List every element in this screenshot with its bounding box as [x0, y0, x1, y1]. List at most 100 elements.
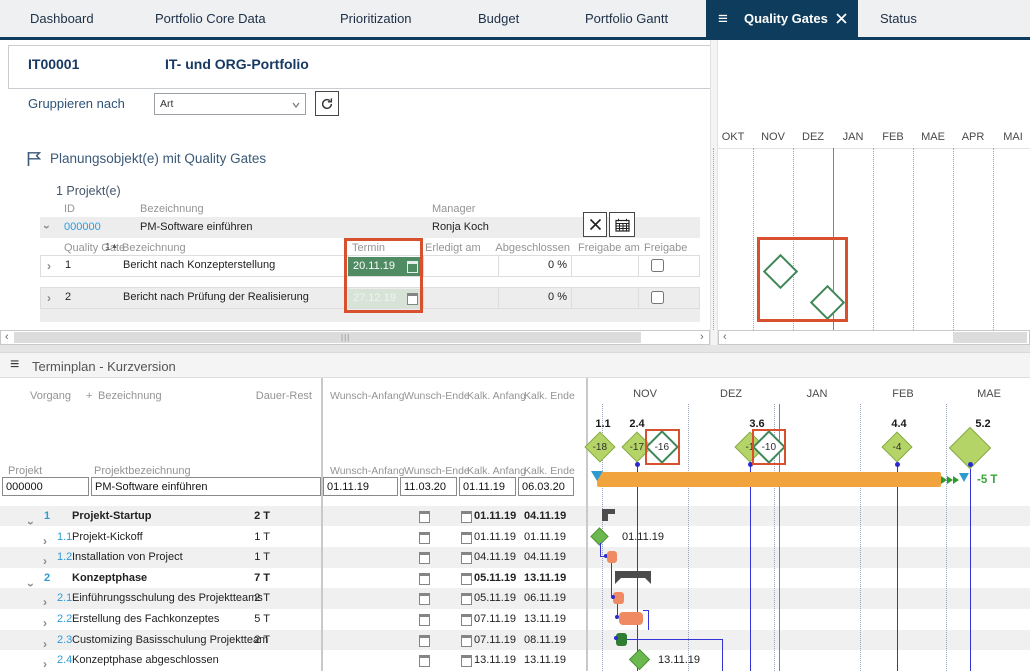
task-nr[interactable]: 2.2 — [57, 613, 73, 625]
date-picker-icon[interactable] — [419, 573, 430, 585]
date-picker-icon[interactable] — [461, 552, 472, 564]
task-kalk-ende: 01.11.19 — [524, 531, 567, 543]
expand-gate-icon[interactable]: › — [47, 259, 51, 273]
expand-icon[interactable]: › — [43, 534, 47, 548]
task-nr[interactable]: 1.1 — [57, 531, 73, 543]
column-divider[interactable] — [321, 378, 323, 671]
menu-icon[interactable]: ≡ — [10, 356, 20, 373]
gate-row[interactable]: › 2 Bericht nach Prüfung der Realisierun… — [40, 287, 700, 309]
date-picker-icon[interactable] — [419, 511, 430, 523]
task-row[interactable]: › 2 Konzeptphase 7 T 05.11.19 13.11.19 — [0, 568, 1030, 588]
group-by-select[interactable]: Art — [154, 93, 306, 115]
wunsch-anfang-field[interactable] — [323, 477, 398, 496]
date-picker-icon[interactable] — [461, 511, 472, 523]
column-divider[interactable] — [586, 378, 588, 671]
gate-diamond[interactable]: -4 — [881, 431, 913, 463]
menu-icon[interactable]: ≡ — [718, 9, 728, 28]
date-picker-icon[interactable] — [461, 593, 472, 605]
task-nr[interactable]: 2.4 — [57, 654, 73, 666]
pane-divider-vscrollbar[interactable] — [710, 40, 718, 345]
kalk-ende-field[interactable] — [518, 477, 574, 496]
expand-icon[interactable]: › — [43, 637, 47, 651]
mini-gantt-hscrollbar[interactable]: ‹ — [718, 330, 1030, 345]
date-picker-icon[interactable] — [419, 593, 430, 605]
calendar-button[interactable] — [609, 212, 635, 237]
tab-dashboard[interactable]: Dashboard — [30, 11, 94, 26]
kalk-anfang-field[interactable] — [459, 477, 516, 496]
date-picker-icon[interactable] — [407, 261, 418, 273]
date-picker-icon[interactable] — [461, 655, 472, 667]
task-nr[interactable]: 2.3 — [57, 634, 73, 646]
project-id-link[interactable]: 000000 — [64, 221, 101, 233]
date-picker-icon[interactable] — [407, 293, 418, 305]
gate-name: Bericht nach Konzepterstellung — [123, 259, 276, 271]
delete-gate-button[interactable] — [583, 212, 607, 237]
collapse-icon[interactable]: › — [24, 521, 38, 525]
gate-row[interactable]: › 1 Bericht nach Konzepterstellung 20.11… — [40, 255, 700, 277]
expand-icon[interactable]: › — [43, 616, 47, 630]
task-bar[interactable] — [613, 592, 624, 604]
add-task-icon[interactable]: + — [86, 390, 93, 402]
tab-status[interactable]: Status — [880, 11, 917, 26]
expand-icon[interactable]: › — [43, 595, 47, 609]
task-bar[interactable] — [619, 612, 643, 625]
date-picker-icon[interactable] — [419, 614, 430, 626]
task-nr[interactable]: 1 — [44, 510, 51, 522]
date-picker-icon[interactable] — [461, 573, 472, 585]
task-kalk-anfang: 13.11.19 — [474, 654, 517, 666]
task-nr[interactable]: 2.1 — [57, 592, 73, 604]
expand-icon[interactable]: › — [43, 554, 47, 568]
project-id-field[interactable] — [2, 477, 89, 496]
task-bar[interactable] — [616, 633, 627, 646]
expand-gate-icon[interactable]: › — [47, 291, 51, 305]
task-row[interactable]: › 1.2 Installation von Project 1 T 04.11… — [0, 547, 1030, 568]
summary-bar[interactable] — [615, 571, 651, 578]
expand-icon[interactable]: › — [43, 657, 47, 671]
project-row[interactable]: › 000000 PM-Software einführen Ronja Koc… — [40, 217, 700, 238]
task-row[interactable]: › 1.1 Projekt-Kickoff 1 T 01.11.19 01.11… — [0, 527, 1030, 548]
date-picker-icon[interactable] — [461, 635, 472, 647]
project-gantt-bar[interactable] — [597, 472, 941, 487]
gate-diamond[interactable]: -18 — [584, 431, 616, 463]
task-row[interactable]: › 2.1 Einführungsschulung des Projekttea… — [0, 588, 1030, 609]
freigabe-checkbox[interactable] — [651, 259, 664, 272]
task-nr[interactable]: 1.2 — [57, 551, 73, 563]
sort-asc-icon[interactable]: ▲ — [111, 243, 118, 250]
collapse-project-icon[interactable]: › — [40, 225, 54, 229]
date-picker-icon[interactable] — [419, 635, 430, 647]
tab-quality-gates-active[interactable]: ≡ Quality Gates — [706, 0, 858, 37]
refresh-button[interactable] — [315, 91, 339, 116]
task-kalk-ende: 08.11.19 — [524, 634, 567, 646]
scrollbar-grip[interactable]: ||| — [341, 333, 351, 342]
tab-budget[interactable]: Budget — [478, 11, 520, 26]
date-picker-icon[interactable] — [419, 532, 430, 544]
gate-due-cell[interactable]: 20.11.19 — [348, 257, 422, 276]
task-bar[interactable] — [607, 551, 617, 563]
sort-order-number[interactable]: 1 — [105, 242, 111, 253]
task-row[interactable]: › 2.4 Konzeptphase abgeschlossen 13.11.1… — [0, 650, 1030, 671]
tab-prioritization[interactable]: Prioritization — [340, 11, 412, 26]
wunsch-ende-field[interactable] — [400, 477, 457, 496]
freigabe-checkbox[interactable] — [651, 291, 664, 304]
project-name-field[interactable] — [91, 477, 321, 496]
date-picker-icon[interactable] — [461, 614, 472, 626]
task-nr[interactable]: 2 — [44, 572, 51, 584]
task-row[interactable]: › 2.3 Customizing Basisschulung Projektt… — [0, 630, 1030, 651]
task-row[interactable]: › 2.2 Erstellung des Fachkonzeptes 5 T 0… — [0, 609, 1030, 630]
date-picker-icon[interactable] — [461, 532, 472, 544]
scroll-left-icon[interactable]: ‹ — [5, 331, 9, 343]
scrollbar-thumb[interactable] — [953, 332, 1027, 343]
date-picker-icon[interactable] — [419, 655, 430, 667]
gate-due-cell[interactable]: 27.12.19 — [348, 289, 422, 308]
tab-portfolio-gantt[interactable]: Portfolio Gantt — [585, 11, 669, 26]
qg-hscrollbar[interactable]: ‹ ||| › — [0, 330, 710, 345]
close-icon[interactable] — [836, 13, 847, 24]
date-picker-icon[interactable] — [419, 552, 430, 564]
scroll-right-icon[interactable]: › — [700, 331, 704, 343]
collapse-icon[interactable]: › — [24, 583, 38, 587]
scroll-left-icon[interactable]: ‹ — [723, 331, 727, 343]
scrollbar-thumb[interactable] — [14, 332, 641, 343]
task-row[interactable]: › 1 Projekt-Startup 2 T 01.11.19 04.11.1… — [0, 506, 1030, 526]
tab-portfolio-core-data[interactable]: Portfolio Core Data — [155, 11, 266, 26]
dependency-line — [617, 604, 618, 617]
